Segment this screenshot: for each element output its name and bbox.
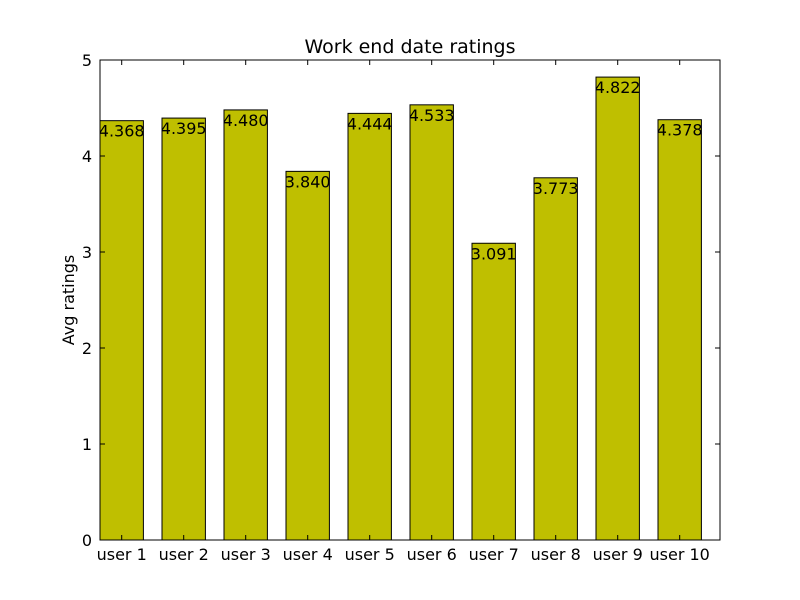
x-tick-label-9: user 9 bbox=[593, 545, 643, 564]
x-tick-label-2: user 2 bbox=[159, 545, 209, 564]
y-tick-label-3: 3 bbox=[82, 243, 92, 262]
value-label-10: 4.378 bbox=[657, 121, 703, 140]
x-tick-label-8: user 8 bbox=[531, 545, 581, 564]
x-tick-label-5: user 5 bbox=[345, 545, 395, 564]
bar-7 bbox=[471, 242, 516, 541]
value-label-2: 4.395 bbox=[161, 119, 207, 138]
value-label-1: 4.368 bbox=[99, 122, 145, 141]
value-label-4: 3.840 bbox=[285, 172, 331, 191]
chart-title: Work end date ratings bbox=[304, 36, 515, 58]
x-tick-label-3: user 3 bbox=[221, 545, 271, 564]
value-label-8: 3.773 bbox=[533, 179, 579, 198]
bar-4 bbox=[285, 170, 330, 541]
value-labels-layer: 4.368 4.395 4.480 3.840 4.444 4.533 3.091 3.773… bbox=[99, 78, 703, 263]
bars-layer bbox=[99, 76, 702, 541]
value-label-9: 4.822 bbox=[595, 78, 641, 97]
bar-3 bbox=[223, 109, 268, 541]
bar-5 bbox=[347, 112, 392, 541]
y-tick-label-5: 5 bbox=[82, 51, 92, 70]
bar-1 bbox=[99, 120, 144, 541]
x-tick-label-7: user 7 bbox=[469, 545, 519, 564]
value-label-6: 4.533 bbox=[409, 106, 455, 125]
y-tick-label-2: 2 bbox=[82, 339, 92, 358]
bar-2 bbox=[161, 117, 206, 541]
bar-8 bbox=[533, 177, 578, 541]
bar-6 bbox=[409, 104, 454, 541]
y-axis-label: Avg ratings bbox=[59, 255, 78, 345]
value-label-7: 3.091 bbox=[471, 244, 517, 263]
x-tick-label-1: user 1 bbox=[97, 545, 147, 564]
y-tick-label-0: 0 bbox=[82, 531, 92, 550]
axes-layer: user 1 user 2 user 3 user 4 user 5 user 6 user… bbox=[82, 51, 721, 564]
plot-frame bbox=[99, 59, 721, 541]
x-tick-label-10: user 10 bbox=[650, 545, 710, 564]
x-tick-label-6: user 6 bbox=[407, 545, 457, 564]
y-tick-label-4: 4 bbox=[82, 147, 92, 166]
value-label-5: 4.444 bbox=[347, 114, 393, 133]
bar-10 bbox=[657, 119, 702, 541]
value-label-3: 4.480 bbox=[223, 111, 269, 130]
x-tick-label-4: user 4 bbox=[283, 545, 333, 564]
y-tick-label-1: 1 bbox=[82, 435, 92, 454]
bar-9 bbox=[595, 76, 640, 541]
